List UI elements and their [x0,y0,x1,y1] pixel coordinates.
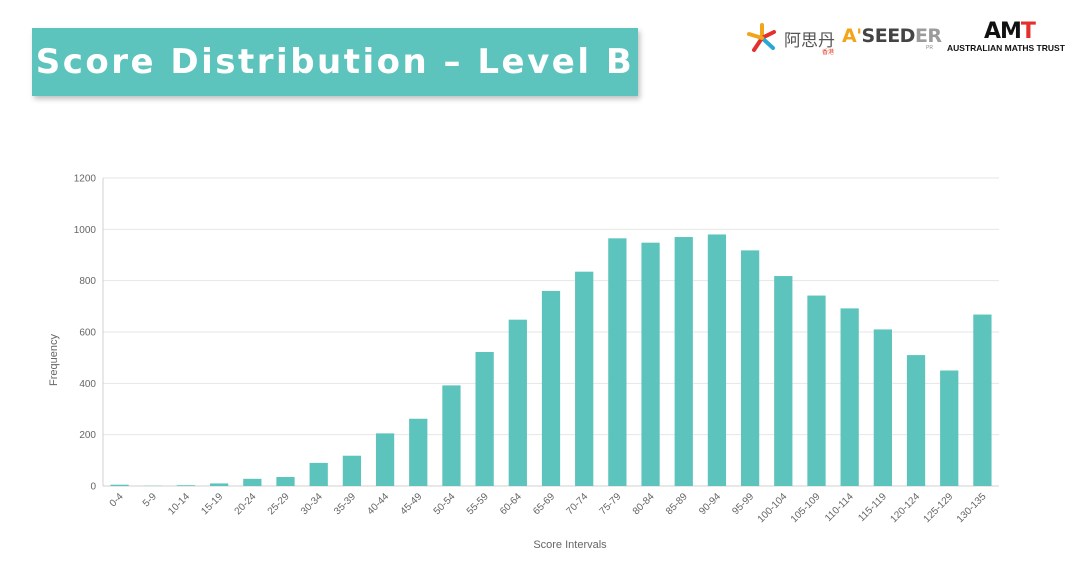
x-tick-label: 10-14 [166,491,192,517]
x-tick-label: 50-54 [432,491,458,517]
x-tick-label: 95-99 [730,491,756,517]
aasd-sub-logo-text: 香港 [822,50,835,56]
x-tick-label: 85-89 [664,491,690,517]
y-tick-label: 1200 [74,174,97,185]
title-banner: Score Distribution – Level B [32,28,638,96]
x-tick-label: 0-4 [108,491,126,509]
aseeder-logo-a: A' [842,25,862,47]
x-tick-label: 90-94 [697,491,723,517]
bar-55-59 [475,352,494,486]
logo-strip: 阿思丹 香港 A'SEEDER PR AMT AUSTRALIAN MATHS … [740,14,1080,64]
y-tick-label: 600 [79,328,96,339]
x-tick-label: 130-135 [955,491,989,525]
bar-105-109 [807,295,826,486]
x-tick-label: 20-24 [233,491,259,517]
aasd-star-logo-icon [747,23,776,52]
x-axis-title: Score Intervals [533,539,607,551]
y-tick-label: 800 [79,276,96,287]
x-tick-label: 30-34 [299,491,325,517]
x-tick-label: 65-69 [531,491,557,517]
aseeder-logo-er: ER [914,25,942,47]
bar-10-14 [176,485,196,486]
bar-85-89 [674,237,693,486]
bar-110-114 [840,308,859,486]
bar-40-44 [375,433,395,486]
bar-25-29 [276,477,295,486]
x-tick-label: 80-84 [631,491,657,517]
bar-65-69 [541,290,561,486]
bar-50-54 [442,385,461,486]
page-title: Score Distribution – Level B [35,42,635,82]
y-tick-label: 400 [79,379,96,390]
x-tick-label: 40-44 [365,491,391,517]
bar-115-119 [873,329,892,486]
y-axis-title: Frequency [48,334,60,386]
x-tick-label: 105-109 [789,491,823,525]
bar-125-129 [940,370,959,486]
aasd-chinese-logo-text: 阿思丹 [784,31,835,51]
x-tick-layer: 0-4 5-9 10-14 15-19 20-24 25-29 30-34 35-39 40-4… [108,491,989,525]
bar-120-124 [906,355,926,486]
x-tick-label: 120-124 [888,491,922,525]
amt-logo-mark: AMT [984,19,1036,44]
bar-layer [110,234,992,486]
bar-75-79 [608,238,627,486]
y-tick-label: 200 [79,430,96,441]
x-tick-label: 25-29 [266,491,292,517]
x-tick-label: 70-74 [564,491,590,517]
bar-0-4 [110,484,129,486]
bar-20-24 [243,478,262,486]
aseeder-logo: A'SEEDER [842,25,942,47]
x-tick-label: 5-9 [141,491,159,509]
bar-35-39 [342,455,362,486]
bar-70-74 [575,271,594,486]
bar-45-49 [409,418,428,486]
x-tick-label: 55-59 [465,491,491,517]
x-tick-label: 60-64 [498,491,524,517]
x-tick-label: 110-114 [823,491,856,524]
bar-95-99 [740,250,760,486]
y-tick-layer: 0 200 400 600 800 1000 1200 [74,174,97,493]
x-tick-label: 15-19 [199,491,225,517]
aseeder-sub-logo-text: PR [926,45,933,51]
bar-90-94 [707,234,727,486]
amt-logo-text: AUSTRALIAN MATHS TRUST [947,43,1065,53]
amt-logo-t: T [1020,19,1036,44]
bar-130-135 [973,314,992,486]
x-tick-label: 100-104 [756,491,790,525]
x-tick-label: 125-129 [922,491,956,525]
x-tick-label: 35-39 [332,491,358,517]
bar-30-34 [309,462,328,486]
bar-15-19 [210,483,229,486]
x-tick-label: 75-79 [598,491,624,517]
y-tick-label: 0 [90,482,96,493]
y-tick-label: 1000 [74,225,97,236]
x-tick-label: 115-119 [856,491,889,524]
x-tick-label: 45-49 [399,491,425,517]
bar-80-84 [641,242,660,486]
aseeder-logo-mid: SEED [861,25,916,47]
bar-100-104 [774,276,793,486]
amt-logo-am: AM [984,19,1022,44]
bar-60-64 [508,319,527,486]
